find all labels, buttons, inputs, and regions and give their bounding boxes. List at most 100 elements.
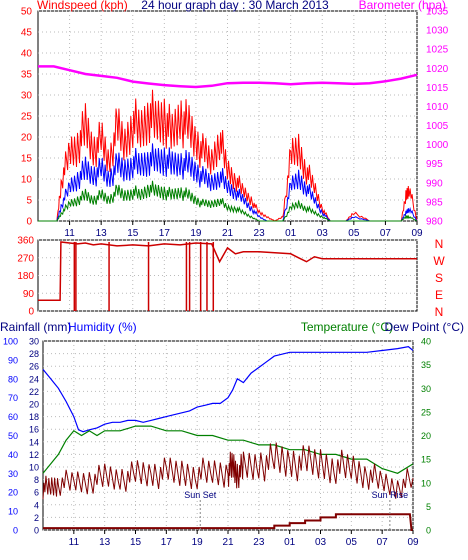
temperature-tick-label: 25 [421, 407, 431, 417]
rainfall-axis-label: Rainfall (mm) [0, 320, 71, 334]
rainfall-tick-label: 6 [34, 488, 39, 498]
barometer-tick-label: 1015 [426, 83, 449, 94]
x-tick-label: 15 [127, 228, 139, 239]
x-tick-label: 23 [254, 228, 266, 239]
temperature-tick-label: 15 [421, 455, 431, 465]
x-tick-label: 07 [380, 228, 392, 239]
direction-tick-label: 360 [17, 236, 34, 247]
rainfall-tick-label: 8 [34, 475, 39, 485]
barometer-tick-label: 1005 [426, 121, 449, 132]
chart-title: 24 hour graph day : 30 March 2013 [141, 0, 329, 12]
windspeed-tick-label: 45 [21, 28, 33, 39]
temperature-tick-label: 30 [421, 384, 431, 394]
x-tick-label: 01 [285, 228, 297, 239]
direction-tick-label: 180 [17, 271, 34, 282]
humidity-tick-label: 30 [8, 469, 18, 479]
direction-panel-series [38, 241, 417, 311]
x-tick-label: 13 [99, 537, 111, 548]
humidity-tick-label: 10 [8, 507, 18, 517]
compass-label: S [435, 271, 443, 285]
barometer-tick-label: 985 [426, 197, 443, 208]
rainfall-tick-label: 2 [34, 513, 39, 523]
windspeed-tick-label: 0 [26, 217, 32, 228]
windspeed-tick-label: 50 [21, 7, 33, 18]
x-tick-label: 19 [192, 537, 204, 548]
temperature-panel-series [42, 346, 414, 531]
direction-tick-label: 90 [23, 289, 35, 300]
humidity-tick-label: 0 [13, 526, 18, 536]
temperature-panel-ticks: 0246810121416182022242628300102030405060… [3, 337, 431, 549]
rainfall-tick-label: 26 [29, 362, 39, 372]
barometer-tick-label: 1000 [426, 140, 449, 151]
humidity-tick-label: 60 [8, 412, 18, 422]
rainfall-tick-label: 30 [29, 337, 39, 347]
x-tick-label: 21 [222, 537, 234, 548]
rainfall-line [43, 513, 413, 531]
compass-label: N [435, 305, 444, 319]
x-tick-label: 09 [411, 228, 423, 239]
temperature-panel-frame [42, 340, 414, 531]
rainfall-tick-label: 12 [29, 450, 39, 460]
temperature-axis-label: Temperature (°C) [301, 320, 393, 334]
rainfall-tick-label: 10 [29, 463, 39, 473]
temperature-tick-label: 40 [421, 337, 431, 347]
dew-point-axis-label: Dew Point (°C) [385, 320, 464, 334]
windspeed-tick-label: 10 [21, 175, 33, 186]
barometer-tick-label: 990 [426, 178, 443, 189]
rainfall-tick-label: 22 [29, 387, 39, 397]
barometer-tick-label: 1010 [426, 102, 449, 113]
direction-panel-frame [37, 239, 418, 312]
wind-direction-line [38, 241, 417, 301]
humidity-tick-label: 50 [8, 431, 18, 441]
humidity-tick-label: 80 [8, 374, 18, 384]
temperature-tick-label: 20 [421, 431, 431, 441]
x-tick-label: 17 [161, 537, 173, 548]
windspeed-tick-label: 30 [21, 91, 33, 102]
rainfall-tick-label: 20 [29, 400, 39, 410]
wind-panel-series [38, 65, 418, 222]
sun-set-annotation: Sun Set [184, 490, 217, 500]
humidity-tick-label: 90 [8, 355, 18, 365]
x-tick-label: 11 [69, 537, 80, 548]
windspeed-tick-label: 15 [21, 154, 33, 165]
humidity-tick-label: 20 [8, 488, 18, 498]
wind-gust-low-line [38, 180, 418, 222]
rainfall-tick-label: 0 [34, 526, 39, 536]
temperature-tick-label: 5 [426, 502, 431, 512]
compass-label: W [433, 254, 445, 268]
windspeed-tick-label: 35 [21, 70, 33, 81]
temperature-tick-label: 10 [421, 478, 431, 488]
humidity-axis-label: Humidity (%) [68, 320, 137, 334]
compass-label: N [435, 237, 444, 251]
direction-tick-label: 0 [28, 307, 34, 318]
x-tick-label: 21 [222, 228, 234, 239]
x-tick-label: 19 [190, 228, 202, 239]
x-tick-label: 23 [253, 537, 265, 548]
x-tick-label: 17 [159, 228, 171, 239]
x-tick-label: 03 [317, 228, 329, 239]
x-tick-label: 11 [64, 228, 75, 239]
x-tick-label: 01 [284, 537, 296, 548]
direction-tick-label: 270 [17, 253, 34, 264]
x-tick-label: 15 [130, 537, 142, 548]
rainfall-tick-label: 16 [29, 425, 39, 435]
rainfall-tick-label: 18 [29, 412, 39, 422]
rainfall-tick-label: 4 [34, 500, 39, 510]
temperature-tick-label: 35 [421, 360, 431, 370]
x-tick-label: 05 [348, 228, 360, 239]
barometer-tick-label: 1020 [426, 64, 449, 75]
sun-rise-annotation: Sun Rise [372, 490, 409, 500]
humidity-tick-label: 100 [3, 337, 18, 347]
x-tick-label: 03 [315, 537, 327, 548]
wind-panel-ticks: 0510152025303540455098098599099510001005… [21, 7, 449, 240]
barometer-tick-label: 980 [426, 217, 443, 228]
windspeed-tick-label: 25 [21, 112, 33, 123]
compass-label: E [435, 288, 443, 302]
rainfall-tick-label: 24 [29, 374, 39, 384]
barometer-tick-label: 995 [426, 159, 443, 170]
barometer-tick-label: 1030 [426, 26, 449, 37]
humidity-tick-label: 70 [8, 393, 18, 403]
barometer-tick-label: 1025 [426, 45, 449, 56]
dew-point-line [42, 442, 414, 500]
